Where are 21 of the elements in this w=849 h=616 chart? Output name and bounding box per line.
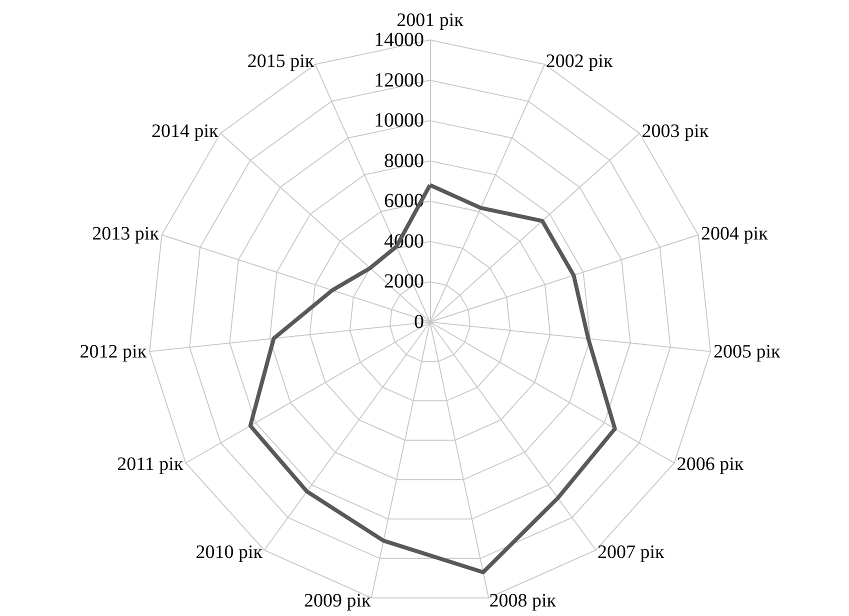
spoke-label: 2002 рік xyxy=(546,51,614,72)
spoke-label: 2005 рік xyxy=(713,341,781,362)
spoke-label: 2008 рік xyxy=(489,590,557,612)
y-tick-label: 10000 xyxy=(374,110,424,132)
y-tick-label: 2000 xyxy=(384,270,424,293)
spoke-label: 2010 рік xyxy=(196,542,264,564)
spoke-label: 2004 рік xyxy=(701,223,769,244)
spoke-label: 2001 рік xyxy=(396,10,464,32)
y-tick-label: 14000 xyxy=(374,29,424,51)
y-tick-label: 0 xyxy=(414,311,424,333)
spoke-label: 2011 рік xyxy=(117,454,184,475)
spoke-label: 2014 рік xyxy=(151,120,219,142)
y-tick-label: 12000 xyxy=(374,69,424,92)
spoke-label: 2013 рік xyxy=(92,223,160,244)
y-tick-label: 8000 xyxy=(384,150,424,172)
spoke-label: 2015 рік xyxy=(247,51,315,72)
spoke-label: 2009 рік xyxy=(304,590,372,612)
spoke-label: 2012 рік xyxy=(80,341,148,362)
spoke-label: 2006 рік xyxy=(676,454,744,475)
spoke-label: 2003 рік xyxy=(642,120,710,142)
spoke-label: 2007 рік xyxy=(598,542,666,564)
